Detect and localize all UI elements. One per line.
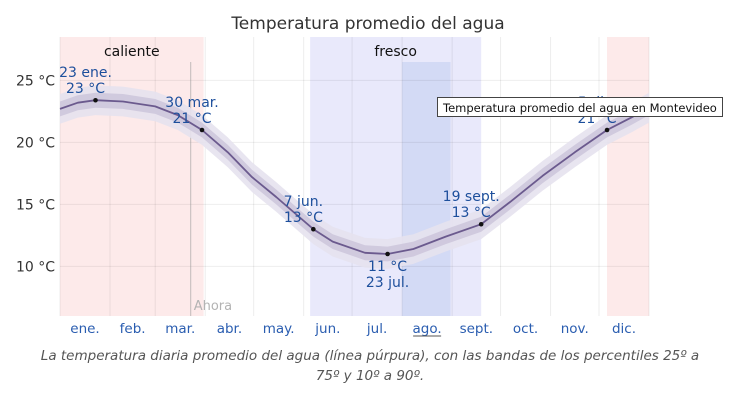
x-tick-label: nov. [561, 321, 589, 337]
annotations: 23 ene.23 °C30 mar.21 °C7 jun.13 °C11 °C… [59, 65, 617, 291]
x-tick-label: sept. [460, 321, 494, 337]
mean-line [59, 99, 650, 255]
season-label: fresco [374, 44, 417, 60]
annotation-value: 21 °C [172, 111, 211, 127]
annotation-value: 13 °C [284, 210, 323, 226]
y-tick-label: 10 °C [16, 259, 55, 275]
annotation-point [93, 97, 98, 103]
y-axis-ticks: 10 °C 15 °C 20 °C 25 °C [16, 73, 55, 275]
x-tick-label: ene. [70, 321, 99, 337]
annotation-point [478, 221, 484, 227]
annotation-date: 7 jun. [284, 194, 323, 210]
annotation-date: 23 jul. [366, 275, 409, 291]
x-tick-label: ago. [413, 321, 442, 337]
y-tick-label: 15 °C [16, 197, 55, 213]
annotation-value: 11 °C [368, 259, 407, 275]
season-band [310, 37, 482, 316]
annotation-date: 19 sept. [443, 189, 500, 205]
x-tick-label: mar. [165, 321, 195, 337]
x-tick-label: abr. [217, 321, 242, 337]
mean-line-layer [59, 99, 650, 255]
season-band [607, 37, 649, 316]
chart-title: Temperatura promedio del agua [230, 14, 504, 34]
x-tick-label: oct. [513, 321, 538, 337]
chart-caption: La temperatura diaria promedio del agua … [40, 348, 700, 384]
annotation-value: 23 °C [66, 81, 105, 97]
x-tick-label: may. [263, 321, 295, 337]
annotation-point [199, 127, 205, 133]
annotation-point [385, 251, 390, 257]
x-axis-ticks: ene. feb. mar. abr. may. jun. jul. ago. sept. oct… [70, 321, 636, 337]
annotation-date: 23 ene. [59, 65, 112, 81]
x-tick-label: jun. [314, 321, 340, 337]
x-tick-label: jul. [366, 321, 387, 337]
x-tick-label: dic. [612, 321, 636, 337]
season-band [60, 37, 204, 316]
x-tick-label: feb. [120, 321, 146, 337]
annotation-date: 30 mar. [165, 95, 218, 111]
y-tick-label: 25 °C [16, 73, 55, 89]
season-label: caliente [104, 44, 160, 60]
annotation-point [604, 127, 610, 133]
season-bands: caliente fresco [60, 37, 649, 316]
y-tick-label: 20 °C [16, 135, 55, 151]
tooltip: Temperatura promedio del agua en Montevi… [437, 97, 723, 117]
annotation-value: 13 °C [452, 205, 491, 221]
grid: Ahora [59, 37, 650, 316]
now-marker-label: Ahora [194, 299, 232, 314]
annotation-point [311, 226, 316, 232]
